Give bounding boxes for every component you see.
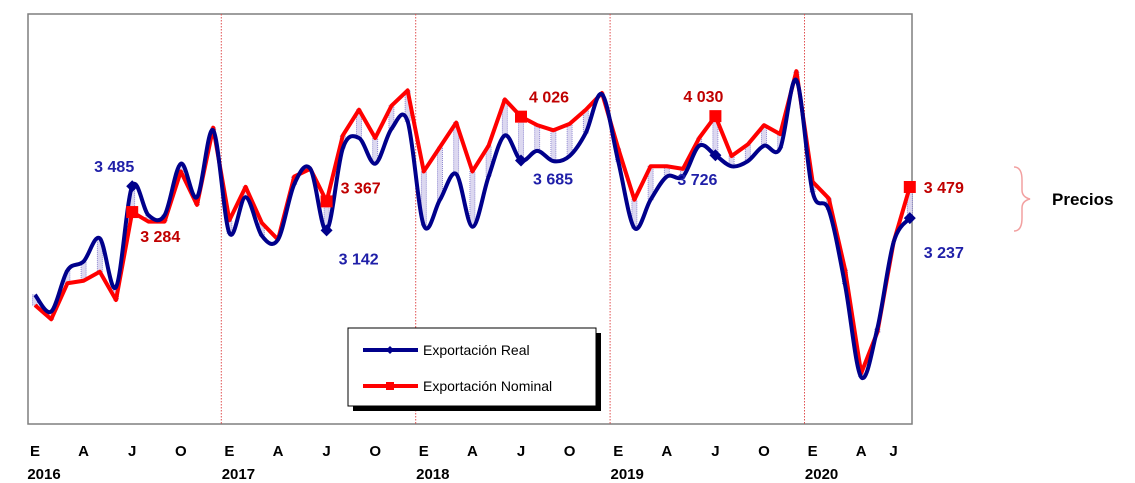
- annotation-3: 3 367: [341, 180, 381, 197]
- marker-real-2: [320, 224, 333, 237]
- series-lines: [33, 69, 912, 381]
- x-tick-10: J: [517, 443, 525, 460]
- marker-real-4: [515, 154, 527, 167]
- gap-bar-30: [518, 116, 524, 161]
- x-tick-2: J: [128, 443, 136, 460]
- annotation-0: 3 485: [94, 159, 134, 176]
- marker-real-9: [903, 212, 916, 225]
- price-brace: [1013, 166, 1031, 232]
- year-label-2018: 2018: [416, 466, 449, 483]
- annotation-2: 3 142: [339, 251, 379, 268]
- marker-nominal-3: [320, 195, 333, 208]
- marker-nominal-8: [903, 180, 916, 193]
- legend: Exportación Real Exportación Nominal: [347, 327, 601, 411]
- legend-label-real: Exportación Real: [423, 342, 530, 358]
- year-label-2020: 2020: [805, 466, 838, 483]
- highlight-markers: [126, 110, 916, 237]
- x-tick-5: A: [273, 443, 284, 460]
- annotation-7: 4 030: [683, 89, 723, 106]
- legend-box: [347, 327, 597, 407]
- annotation-1: 3 284: [140, 229, 180, 246]
- year-label-2019: 2019: [611, 466, 644, 483]
- x-tick-12: E: [613, 443, 623, 460]
- series-line-real: [33, 77, 912, 381]
- legend-marker-nominal: [386, 382, 394, 390]
- x-tick-17: A: [856, 443, 867, 460]
- series-line-nominal: [33, 69, 912, 376]
- gap-bar-32: [550, 129, 557, 162]
- annotation-9: 3 237: [924, 245, 964, 262]
- x-tick-18: J: [889, 443, 897, 460]
- x-tick-8: E: [419, 443, 429, 460]
- x-tick-4: E: [224, 443, 234, 460]
- marker-real-0: [126, 180, 139, 193]
- x-tick-14: J: [711, 443, 719, 460]
- x-tick-0: E: [30, 443, 40, 460]
- gap-bar-33: [566, 123, 573, 157]
- annotation-6: 3 726: [677, 172, 717, 189]
- value-annotations: 3 485 3 284 3 142 3 367 3 685 4 026 3 726 4 030…: [94, 89, 964, 268]
- x-tick-15: O: [758, 443, 770, 460]
- marker-nominal-1: [126, 206, 139, 219]
- x-tick-7: O: [369, 443, 381, 460]
- x-tick-16: E: [808, 443, 818, 460]
- year-label-2017: 2017: [222, 466, 255, 483]
- gap-bar-31: [534, 124, 541, 152]
- annotation-8: 3 479: [924, 180, 964, 197]
- annotation-4: 3 685: [533, 172, 573, 189]
- x-tick-3: O: [175, 443, 187, 460]
- x-tick-1: A: [78, 443, 89, 460]
- x-axis-years: 2016 2017 2018 2019 2020: [27, 466, 838, 483]
- gap-bar-27: [469, 171, 476, 228]
- legend-marker-real: [386, 346, 394, 354]
- annotation-5: 4 026: [529, 90, 569, 107]
- x-tick-6: J: [322, 443, 330, 460]
- year-label-2016: 2016: [27, 466, 60, 483]
- marker-nominal-5: [515, 110, 527, 123]
- x-tick-9: A: [467, 443, 478, 460]
- marker-nominal-7: [709, 110, 722, 123]
- x-tick-13: A: [661, 443, 672, 460]
- legend-label-nominal: Exportación Nominal: [423, 378, 552, 394]
- side-label-precios: Precios: [1052, 190, 1113, 209]
- x-tick-11: O: [564, 443, 576, 460]
- year-separators: [220, 14, 805, 424]
- marker-real-6: [709, 149, 722, 162]
